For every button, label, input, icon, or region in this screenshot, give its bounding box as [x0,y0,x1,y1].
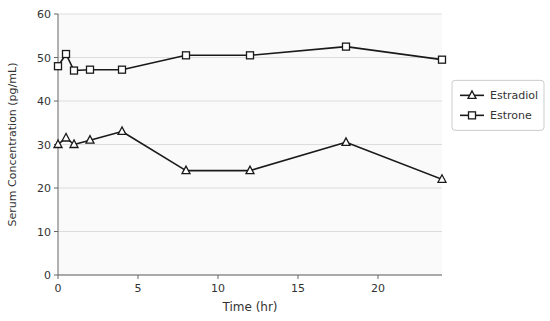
grid-line [58,231,442,232]
data-point [343,43,350,50]
x-axis-line [58,275,442,276]
grid-line [58,14,442,15]
lines [58,47,442,180]
x-tick [138,275,139,279]
chart-container: 0 10 20 30 40 50 60 0 5 10 15 20 Time (hr) Serum Conc… [0,0,550,321]
data-point [438,175,446,183]
legend-marker [469,112,476,119]
data-point [62,133,70,141]
grid-line [58,275,442,276]
x-axis-label: Time (hr) [221,300,277,314]
y-tick-label: 0 [44,269,51,282]
grid-line [58,188,442,189]
data-point [439,56,446,63]
y-tick [54,101,58,102]
data-point [246,166,254,174]
y-tick [54,14,58,15]
y-tick [54,231,58,232]
x-tick [58,275,59,279]
y-axis-label: Serum Concentration (pg/mL) [6,63,19,227]
data-point [86,136,94,144]
data-point [182,166,190,174]
data-point [342,138,350,146]
grid-line [58,144,442,145]
y-tick-label: 30 [37,139,51,152]
y-tick-label: 50 [37,52,51,65]
y-tick-label: 60 [37,8,51,21]
legend: Estradiol Estrone [452,80,544,130]
markers [54,43,446,182]
legend-label: Estradiol [490,89,538,102]
y-tick-label: 40 [37,95,51,108]
y-tick-label: 20 [37,182,51,195]
x-tick-label: 15 [291,282,305,295]
data-point [54,140,62,148]
y-tick [54,188,58,189]
x-tick [378,275,379,279]
y-tick-label: 10 [37,226,51,239]
x-tick-label: 0 [55,282,62,295]
x-tick [218,275,219,279]
x-tick [298,275,299,279]
grid-line [58,101,442,102]
data-point [118,127,126,135]
x-tick-label: 5 [135,282,142,295]
chart-svg: 0 10 20 30 40 50 60 0 5 10 15 20 Time (hr) Serum Conc… [0,0,550,321]
data-point [247,52,254,59]
y-tick [54,275,58,276]
data-point [87,66,94,73]
x-tick-label: 10 [211,282,225,295]
plot-area [58,14,442,275]
data-point [70,140,78,148]
x-tick-label: 20 [371,282,385,295]
series-line [58,131,442,179]
data-point [119,66,126,73]
legend-label: Estrone [490,109,532,122]
data-point [55,63,62,70]
data-point [183,52,190,59]
series-line [58,47,442,71]
data-point [63,51,70,58]
legend-frame [452,80,544,130]
y-tick [54,57,58,58]
data-point [71,67,78,74]
legend-marker [468,91,476,99]
